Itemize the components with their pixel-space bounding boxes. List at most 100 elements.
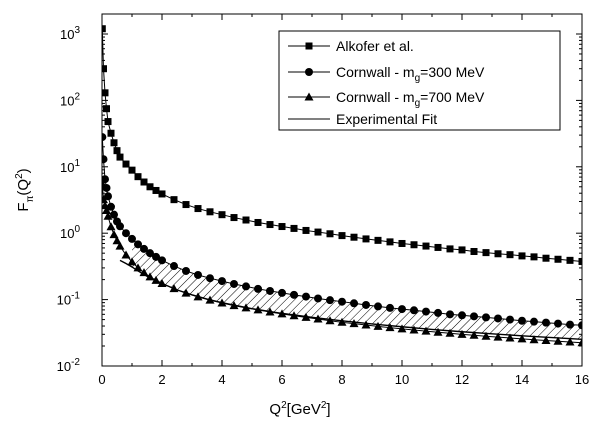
- triangle-marker: [421, 326, 431, 335]
- triangle-marker: [565, 337, 575, 346]
- square-marker: [350, 233, 358, 241]
- triangle-marker: [157, 278, 167, 287]
- square-marker: [230, 214, 238, 222]
- circle-marker: [230, 279, 238, 288]
- triangle-marker: [145, 272, 155, 281]
- hatched-band: [132, 238, 582, 340]
- triangle-marker: [289, 311, 299, 320]
- triangle-marker: [397, 324, 407, 333]
- triangle-marker: [337, 317, 347, 326]
- circle-marker: [554, 319, 562, 328]
- triangle-marker: [385, 323, 395, 332]
- triangle-marker: [133, 263, 143, 272]
- square-marker: [128, 166, 136, 174]
- triangle-marker: [169, 284, 179, 293]
- circle-marker: [218, 277, 226, 286]
- y-tick-label: 103: [60, 25, 80, 42]
- circle-marker: [374, 302, 382, 311]
- circle-marker: [470, 312, 478, 321]
- circle-marker: [434, 308, 442, 317]
- square-marker: [110, 139, 118, 147]
- y-tick-label: 10-1: [57, 291, 81, 308]
- legend-box: [278, 30, 561, 131]
- x-tick-label: 10: [395, 372, 409, 387]
- square-marker: [326, 230, 334, 238]
- circle-marker: [422, 307, 430, 316]
- circle-marker: [102, 155, 108, 164]
- square-marker: [518, 252, 526, 260]
- circle-marker: [146, 249, 154, 258]
- circle-marker: [314, 294, 322, 303]
- triangle-marker: [505, 333, 515, 342]
- triangle-marker: [493, 332, 503, 341]
- triangle-marker: [469, 330, 479, 339]
- circle-marker: [446, 310, 454, 319]
- square-marker: [113, 147, 121, 155]
- x-tick-label: 16: [575, 372, 589, 387]
- square-marker: [102, 25, 106, 33]
- circle-marker: [290, 290, 298, 299]
- triangle-marker: [301, 312, 311, 321]
- triangle-marker: [409, 325, 419, 334]
- x-tick-label: 6: [278, 372, 285, 387]
- square-marker: [554, 255, 562, 263]
- circle-marker: [410, 306, 418, 315]
- triangle-marker: [193, 292, 203, 301]
- triangle-marker: [313, 314, 323, 323]
- y-tick-label: 102: [60, 91, 80, 108]
- circle-marker: [102, 133, 107, 142]
- x-tick-label: 2: [158, 372, 165, 387]
- triangle-marker: [102, 205, 111, 214]
- circle-marker: [110, 210, 118, 219]
- square-marker: [506, 251, 514, 259]
- triangle-marker: [127, 257, 137, 266]
- circle-marker: [170, 262, 178, 271]
- square-marker: [386, 238, 394, 246]
- y-tick-label: 10-2: [57, 357, 81, 374]
- circle-marker: [134, 240, 142, 249]
- circle-marker: [158, 256, 166, 265]
- circle-marker: [104, 192, 112, 201]
- square-marker: [314, 228, 322, 236]
- circle-marker: [542, 318, 550, 327]
- square-marker: [218, 211, 226, 219]
- legend-label: Cornwall - mg=700 MeV: [336, 89, 485, 109]
- triangle-marker: [265, 307, 275, 316]
- circle-marker: [482, 313, 490, 322]
- y-tick-label: 101: [60, 158, 80, 175]
- triangle-marker: [229, 301, 239, 310]
- triangle-marker: [541, 336, 551, 345]
- square-marker: [266, 221, 274, 229]
- triangle-marker: [115, 241, 125, 250]
- circle-marker: [362, 300, 370, 309]
- square-marker: [152, 186, 160, 194]
- circle-marker: [326, 296, 334, 305]
- x-tick-label: 0: [98, 372, 105, 387]
- circle-marker: [494, 314, 502, 323]
- legend-circle-marker: [305, 68, 313, 76]
- triangle-marker: [373, 321, 383, 330]
- square-marker: [206, 208, 214, 216]
- circle-marker: [386, 303, 394, 312]
- legend: Alkofer et al. Cornwall - mg=300 MeV Cornw…: [278, 30, 561, 131]
- hatched-region: [132, 238, 582, 340]
- square-marker: [578, 257, 582, 265]
- triangle-marker: [241, 303, 251, 312]
- circle-marker: [506, 315, 514, 324]
- legend-triangle-marker: [304, 92, 314, 101]
- square-marker: [566, 256, 574, 264]
- circle-marker: [182, 266, 190, 275]
- y-axis-title: Fπ(Q2): [14, 168, 36, 211]
- triangle-marker: [457, 329, 467, 338]
- triangle-marker: [577, 338, 582, 347]
- square-marker: [482, 249, 490, 257]
- circle-marker: [194, 270, 202, 279]
- square-marker: [107, 129, 115, 137]
- circle-marker: [206, 274, 214, 283]
- x-tick-label: 8: [338, 372, 345, 387]
- square-marker: [182, 201, 190, 209]
- triangle-marker: [445, 328, 455, 337]
- circle-marker: [242, 282, 250, 291]
- circle-marker: [566, 320, 574, 329]
- x-tick-label: 12: [455, 372, 469, 387]
